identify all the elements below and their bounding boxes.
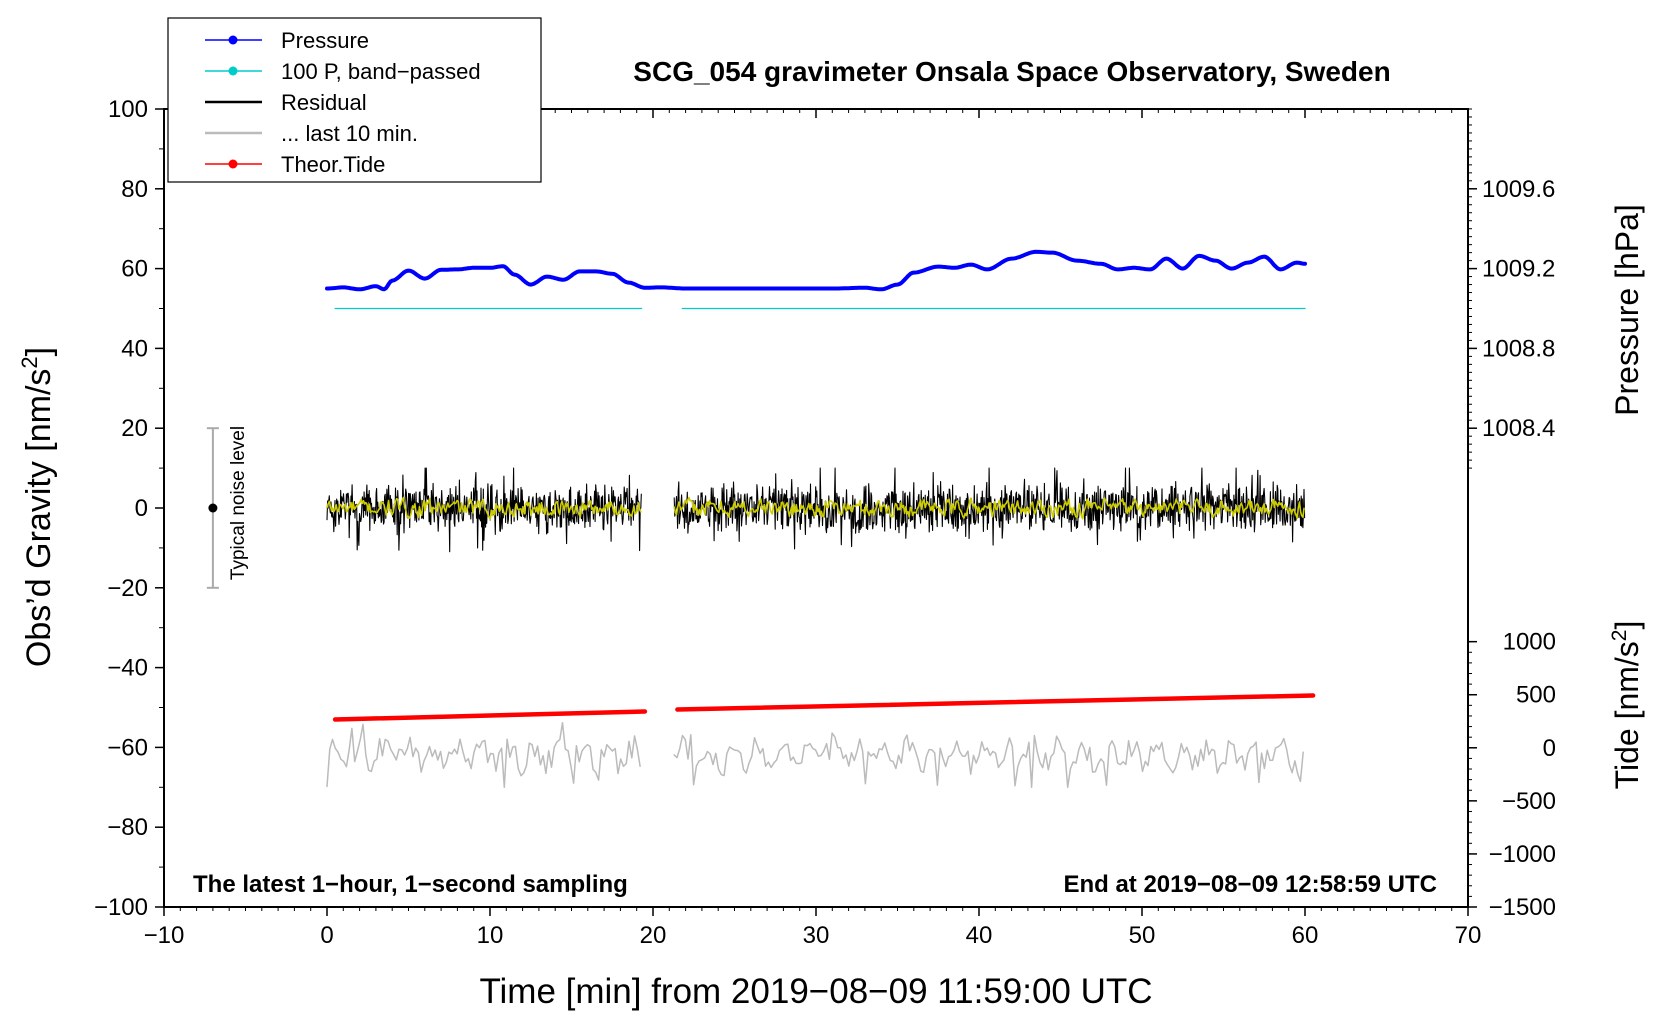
tide-tick-label: −1500 <box>1489 894 1556 921</box>
pressure-tick-label: 1008.4 <box>1482 415 1555 442</box>
legend-label: 100 P, band−passed <box>281 59 481 84</box>
legend-marker <box>228 66 238 76</box>
legend-label: Theor.Tide <box>281 152 385 177</box>
tide-line <box>332 709 648 722</box>
tide-tick-label: −1000 <box>1489 841 1556 868</box>
legend-label: ... last 10 min. <box>281 121 418 146</box>
y-axis-ticks: 100 80 60 40 20 0 −20 −40 −60 −80 −100 <box>94 96 164 921</box>
noise-level-indicator <box>206 427 219 589</box>
x-tick-label: 40 <box>966 922 993 949</box>
legend: Pressure 100 P, band−passed Residual ... la… <box>167 17 542 183</box>
x-tick-label: 70 <box>1455 922 1482 949</box>
legend-box <box>167 17 542 183</box>
x-tick-label: 50 <box>1129 922 1156 949</box>
pressure-series <box>325 249 1307 292</box>
pressure-tick-label: 1008.8 <box>1482 335 1555 362</box>
y-axis-label-tide: Tide [nm/s2] <box>1608 621 1645 790</box>
y-tick-label: −20 <box>107 575 148 602</box>
chart-title: SCG_054 gravimeter Onsala Space Observat… <box>633 56 1390 87</box>
x-tick-label: 10 <box>477 922 504 949</box>
pressure-line <box>325 249 1307 292</box>
noise-level-label: Typical noise level <box>228 426 249 580</box>
tide-tick-label: 1000 <box>1503 629 1556 656</box>
residual-series <box>326 467 1306 553</box>
pressure-tick-label: 1009.2 <box>1482 256 1555 283</box>
y-tick-label: 20 <box>121 415 148 442</box>
residual-smoothed-line <box>326 496 642 521</box>
tide-axis-ticks: 1000 500 0 −500 −1000 −1500 <box>1468 629 1556 921</box>
residual-smoothed-series <box>326 496 1305 521</box>
y-tick-label: −100 <box>94 894 148 921</box>
x-axis-label: Time [min] from 2019−08−09 11:59:00 UTC <box>479 972 1152 1011</box>
y-axis-label-pressure: Pressure [hPa] <box>1609 204 1645 416</box>
residual-smoothed-line <box>673 496 1305 520</box>
last-10-min-line <box>673 732 1304 789</box>
tide-tick-label: −500 <box>1502 788 1556 815</box>
y-tick-label: −60 <box>107 734 148 761</box>
tide-tick-label: 500 <box>1516 682 1556 709</box>
last-10-min-series <box>326 721 1304 789</box>
x-axis-ticks: −10 0 10 20 30 40 50 60 70 <box>144 109 1482 949</box>
y-tick-label: 40 <box>121 335 148 362</box>
x-tick-label: 60 <box>1292 922 1319 949</box>
y-tick-label: 0 <box>135 495 148 522</box>
annotation-end-time: End at 2019−08−09 12:58:59 UTC <box>1063 871 1437 898</box>
legend-marker <box>228 159 238 169</box>
legend-label: Pressure <box>281 28 369 53</box>
noise-bar-center-dot <box>208 503 218 513</box>
x-tick-label: 0 <box>320 922 333 949</box>
annotation-sampling: The latest 1−hour, 1−second sampling <box>193 871 628 898</box>
x-tick-label: 20 <box>640 922 667 949</box>
x-tick-label: 30 <box>803 922 830 949</box>
y-axis-label-gravity: Obs’d Gravity [nm/s2] <box>17 347 58 667</box>
y-tick-label: 100 <box>108 96 148 123</box>
pressure-axis-ticks: 1009.6 1009.2 1008.8 1008.4 <box>1468 108 1555 469</box>
residual-line <box>673 467 1306 550</box>
legend-marker <box>228 35 238 45</box>
y-tick-label: 80 <box>121 176 148 203</box>
legend-label: Residual <box>281 90 367 115</box>
tide-line <box>675 693 1316 712</box>
y-tick-label: −40 <box>107 655 148 682</box>
x-tick-label: −10 <box>144 922 185 949</box>
y-tick-label: −80 <box>107 814 148 841</box>
tide-series <box>332 693 1316 722</box>
last-10-min-line <box>326 721 641 789</box>
tide-tick-label: 0 <box>1543 735 1556 762</box>
residual-line <box>326 467 642 553</box>
y-tick-label: 60 <box>121 256 148 283</box>
pressure-tick-label: 1009.6 <box>1482 176 1555 203</box>
